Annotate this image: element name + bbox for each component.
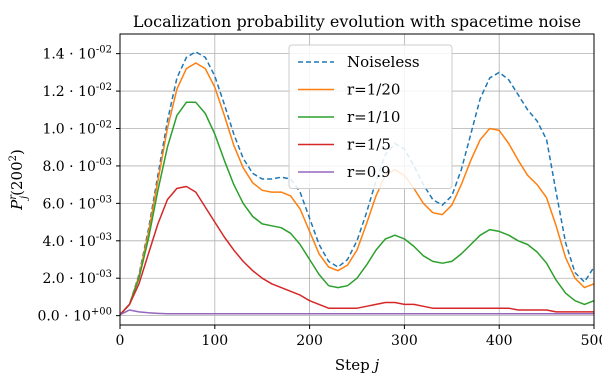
series-layer (120, 51, 594, 316)
series-line (120, 62, 594, 316)
x-tick-label: 100 (201, 333, 228, 349)
series-line (120, 309, 594, 316)
y-tick-label: 8.0 · 10-03 (42, 157, 112, 175)
y-axis-label: Prj(2002) (8, 149, 30, 211)
legend-label: r=1/10 (347, 108, 400, 126)
x-tick-label: 400 (486, 333, 513, 349)
y-tick-label: 1.0 · 10-02 (42, 120, 112, 138)
y-tick-label: 6.0 · 10-03 (42, 194, 112, 212)
legend: Noiseless r=1/20 r=1/10 r=1/5 r=0.9 (288, 44, 453, 189)
plot-frame (119, 33, 595, 326)
ticks: 0 100 200 300 400 500 0.0 · 10+00 2.0 · 10-03 4.… (37, 45, 602, 349)
legend-label: r=1/5 (347, 136, 391, 154)
legend-box (288, 44, 453, 189)
y-tick-label: 1.4 · 10-02 (42, 45, 112, 63)
legend-label: Noiseless (347, 53, 420, 71)
x-axis-label: Step j (335, 356, 380, 374)
y-tick-label: 2.0 · 10-03 (42, 269, 112, 287)
x-tick-label: 200 (296, 333, 323, 349)
series-line (120, 51, 594, 316)
chart-title: Localization probability evolution with … (133, 12, 581, 31)
legend-label: r=1/20 (347, 81, 400, 99)
y-tick-label: 0.0 · 10+00 (37, 307, 112, 325)
x-tick-label: 500 (581, 333, 602, 349)
x-tick-label: 300 (391, 333, 418, 349)
legend-label: r=0.9 (347, 163, 391, 181)
series-line (120, 185, 594, 316)
y-tick-label: 4.0 · 10-03 (42, 232, 112, 250)
y-tick-label: 1.2 · 10-02 (42, 82, 112, 100)
series-line (120, 101, 594, 316)
x-tick-label: 0 (116, 333, 125, 349)
